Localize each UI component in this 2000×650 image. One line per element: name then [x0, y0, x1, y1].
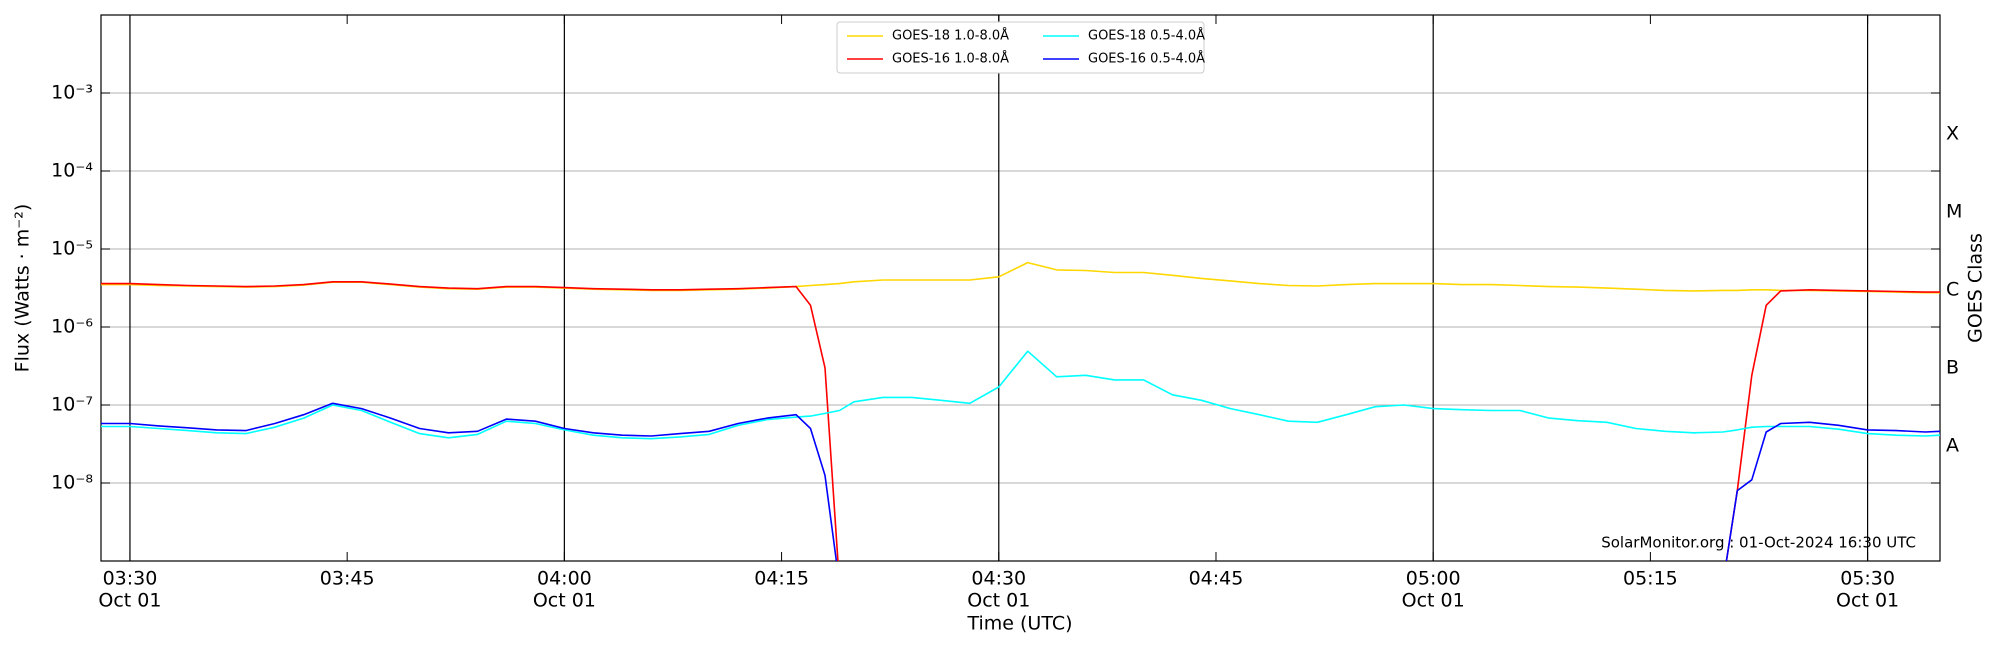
lines: [101, 261, 1940, 561]
x-tick-label: 05:15: [1623, 568, 1678, 590]
x-tick-label: 04:15: [754, 568, 809, 590]
x-tick-date: Oct 01: [1836, 590, 1899, 612]
x-tick-label: 04:30: [971, 568, 1026, 590]
y-tick-label: 10⁻⁴: [51, 160, 93, 182]
legend-label: GOES-16 1.0-8.0Å: [892, 51, 1009, 67]
legend-label: GOES-18 0.5-4.0Å: [1088, 28, 1205, 44]
legend: GOES-18 1.0-8.0Å GOES-16 1.0-8.0Å GOES-18 …: [836, 21, 1205, 74]
annotation: SolarMonitor.org : 01-Oct-2024 16:30 UTC: [1601, 534, 1916, 552]
y2-axis-label: GOES Class: [1965, 233, 1987, 343]
y2-tick-label: M: [1946, 200, 1962, 222]
x-tick-label: 03:30: [103, 568, 158, 590]
y2-tick-label: C: [1946, 278, 1959, 300]
x-tick-label: 03:45: [320, 568, 375, 590]
x-tick-date: Oct 01: [98, 590, 161, 612]
legend-box: [836, 21, 1205, 74]
x-tick-label: 04:45: [1189, 568, 1244, 590]
series-line: [101, 350, 1940, 440]
y-tick-label: 10⁻⁶: [51, 316, 93, 338]
y2-tick-label: X: [1946, 122, 1959, 144]
x-tick-date: Oct 01: [1402, 590, 1465, 612]
x-tick-label: 04:00: [537, 568, 592, 590]
y2-tick-label: A: [1946, 434, 1959, 456]
plot-frame: [100, 14, 1941, 562]
legend-label: GOES-16 0.5-4.0Å: [1088, 51, 1205, 67]
x-tick-label: 05:30: [1840, 568, 1895, 590]
x-axis-label: Time (UTC): [966, 613, 1072, 635]
y-axis-label: Flux (Watts · m⁻²): [12, 204, 34, 373]
x-tick-date: Oct 01: [967, 590, 1030, 612]
series-line: [101, 261, 1940, 294]
y-tick-label: 10⁻⁷: [51, 394, 93, 416]
y-tick-label: 10⁻³: [51, 82, 93, 104]
y2-tick-label: B: [1946, 356, 1959, 378]
y-tick-label: 10⁻⁵: [51, 238, 93, 260]
series-line: [101, 281, 1940, 561]
series-line: [101, 402, 1940, 561]
y-tick-label: 10⁻⁸: [51, 472, 93, 494]
x-tick-date: Oct 01: [533, 590, 596, 612]
legend-label: GOES-18 1.0-8.0Å: [892, 28, 1009, 44]
x-tick-label: 05:00: [1406, 568, 1461, 590]
